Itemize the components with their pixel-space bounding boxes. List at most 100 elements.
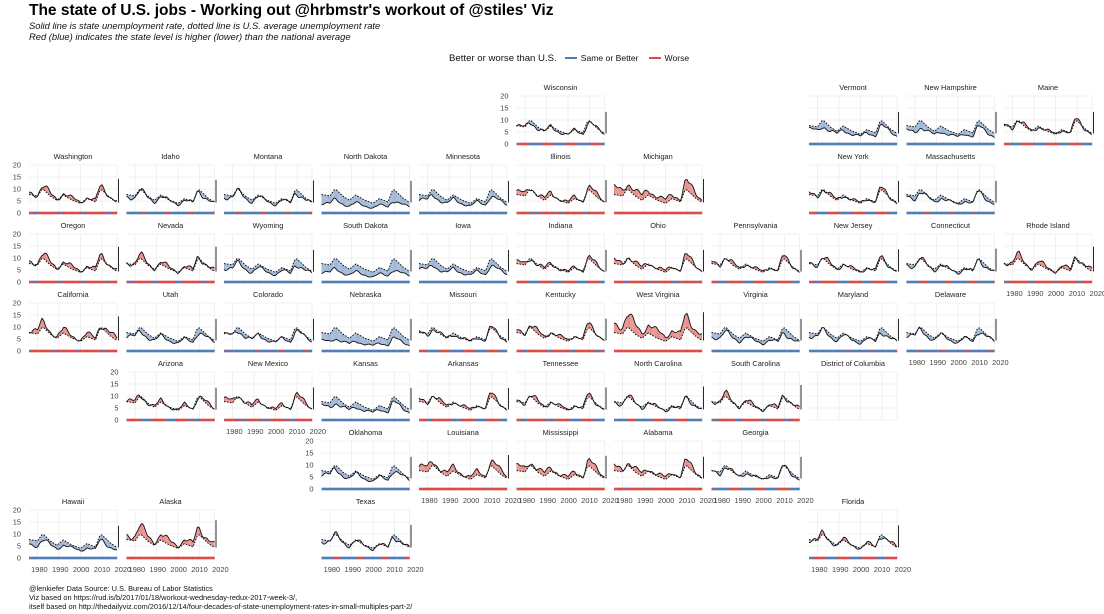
- gap-ribbon: [130, 195, 132, 200]
- gap-ribbon: [908, 125, 910, 131]
- gap-ribbon: [344, 196, 346, 206]
- x-tick-label: 1980: [1006, 289, 1022, 298]
- us-average-line: [808, 120, 898, 135]
- gap-ribbon: [336, 258, 338, 271]
- gap-ribbon: [360, 266, 362, 275]
- gap-ribbon: [729, 259, 731, 264]
- gap-ribbon: [298, 259, 300, 269]
- gap-ribbon: [992, 132, 994, 137]
- state-panel: South Dakota: [321, 221, 412, 284]
- gap-ribbon: [384, 338, 386, 346]
- gap-ribbon: [981, 123, 983, 128]
- gap-ribbon: [391, 190, 393, 204]
- gap-ribbon: [443, 198, 445, 203]
- gap-ribbon: [245, 265, 247, 271]
- gap-ribbon: [813, 126, 815, 130]
- legend-label-better: Same or Better: [580, 53, 639, 63]
- gap-ribbon: [938, 126, 940, 134]
- gap-ribbon: [330, 194, 332, 204]
- state-label: Montana: [254, 152, 284, 161]
- legend-swatch-worse: [648, 57, 661, 59]
- gap-ribbon: [947, 129, 949, 136]
- gap-ribbon: [464, 269, 466, 276]
- gap-ribbon: [361, 267, 363, 275]
- gap-ribbon: [685, 253, 687, 260]
- us-average-line: [223, 189, 313, 204]
- state-panel: California 0 5 10 15 20: [13, 290, 119, 356]
- gap-ribbon: [919, 120, 921, 130]
- gap-ribbon: [339, 331, 341, 342]
- gap-ribbon: [464, 200, 466, 206]
- state-panel: Wyoming: [223, 221, 314, 284]
- y-tick-label: 5: [17, 335, 21, 344]
- us-average-line: [28, 189, 118, 204]
- gap-ribbon: [964, 129, 966, 136]
- gap-ribbon: [231, 264, 233, 269]
- gap-ribbon: [242, 262, 244, 269]
- gap-ribbon: [287, 338, 289, 342]
- gap-ribbon: [521, 261, 523, 265]
- gap-ribbon: [661, 196, 663, 203]
- gap-ribbon: [487, 193, 489, 203]
- y-tick-label: 15: [13, 311, 21, 320]
- gap-ribbon: [517, 259, 519, 264]
- gap-ribbon: [993, 201, 995, 205]
- state-label: South Dakota: [343, 221, 389, 230]
- state-panel: Iowa: [418, 221, 509, 284]
- gap-ribbon: [112, 332, 114, 339]
- gap-ribbon: [991, 131, 993, 137]
- gap-ribbon: [380, 199, 382, 205]
- gap-ribbon: [691, 184, 693, 196]
- gap-ribbon: [467, 202, 469, 206]
- gap-ribbon: [88, 331, 90, 338]
- gap-ribbon: [675, 197, 677, 201]
- y-tick-label: 15: [13, 173, 21, 182]
- gap-ribbon: [149, 334, 151, 341]
- gap-ribbon: [1065, 265, 1067, 270]
- gap-ribbon: [548, 191, 550, 197]
- gap-ribbon: [1017, 251, 1020, 259]
- gap-ribbon: [592, 189, 594, 195]
- gap-ribbon: [334, 327, 336, 341]
- gap-ribbon: [353, 333, 355, 342]
- state-label: Iowa: [455, 221, 472, 230]
- gap-ribbon: [225, 194, 227, 200]
- gap-ribbon: [356, 195, 358, 203]
- gap-ribbon: [111, 332, 113, 338]
- gap-ribbon: [395, 190, 397, 203]
- gap-ribbon: [195, 331, 197, 339]
- state-rate-line: [711, 255, 800, 273]
- state-label: Utah: [163, 290, 179, 299]
- gap-ribbon: [404, 198, 406, 205]
- gap-ribbon: [618, 260, 620, 265]
- gap-ribbon: [226, 194, 228, 200]
- gap-ribbon: [942, 127, 945, 134]
- y-tick-label: 5: [17, 197, 21, 206]
- state-rate-line: [516, 120, 605, 136]
- state-rate-line: [223, 187, 313, 207]
- gap-ribbon: [249, 267, 251, 274]
- gap-ribbon: [405, 268, 407, 274]
- gap-ribbon: [814, 126, 816, 130]
- gap-ribbon: [403, 267, 405, 273]
- gap-ribbon: [351, 266, 353, 274]
- gap-ribbon: [421, 263, 423, 268]
- gap-ribbon: [141, 251, 143, 260]
- gap-ribbon: [356, 264, 358, 272]
- gap-ribbon: [229, 264, 231, 269]
- gap-ribbon: [522, 261, 525, 265]
- gap-ribbon: [1046, 129, 1048, 132]
- gap-ribbon: [357, 334, 360, 344]
- gap-ribbon: [437, 262, 439, 270]
- state-rate-line: [321, 197, 410, 209]
- gap-ribbon: [1040, 261, 1042, 266]
- gap-ribbon: [406, 200, 408, 206]
- us-average-line: [613, 189, 703, 204]
- gap-ribbon: [381, 337, 383, 345]
- y-tick-label: 0: [17, 278, 21, 287]
- gap-ribbon: [350, 336, 352, 343]
- gap-ribbon: [911, 126, 913, 131]
- gap-ribbon: [325, 264, 327, 272]
- gap-ribbon: [363, 199, 365, 207]
